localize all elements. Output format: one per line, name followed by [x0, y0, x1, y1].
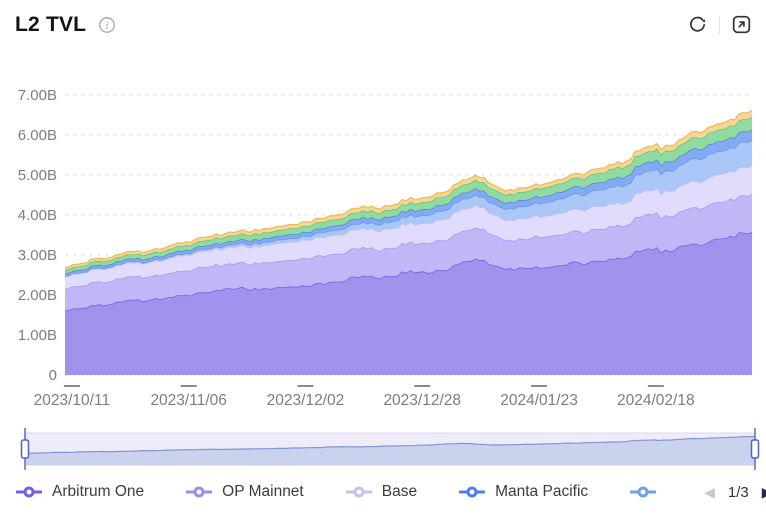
- legend-item-series-5[interactable]: [630, 486, 657, 498]
- legend-item-arbitrum-one[interactable]: Arbitrum One: [16, 483, 144, 501]
- time-range-slider[interactable]: [0, 425, 766, 475]
- area-series-6[interactable]: [65, 116, 752, 274]
- legend-pager: ◀ 1/3 ▶: [698, 483, 766, 502]
- legend-item-op-mainnet[interactable]: OP Mainnet: [186, 483, 304, 501]
- x-axis: 2023/10/11 2023/11/06 2023/12/02 2023/12/28…: [34, 385, 695, 409]
- slider-handle-right[interactable]: [750, 428, 760, 470]
- legend-label: Arbitrum One: [52, 483, 145, 500]
- widget-header: L2 TVL i: [15, 12, 754, 37]
- svg-text:5.00B: 5.00B: [18, 167, 57, 184]
- svg-text:i: i: [106, 21, 109, 32]
- legend-page-indicator: 1/3: [727, 483, 749, 501]
- legend-next-button[interactable]: ▶: [756, 483, 766, 502]
- slider-track[interactable]: [24, 432, 756, 466]
- slider-handle-left[interactable]: [20, 428, 30, 470]
- info-icon[interactable]: i: [95, 13, 119, 37]
- legend-marker-arbitrum-one: [16, 486, 42, 498]
- legend-marker-op-mainnet: [186, 486, 213, 498]
- expand-icon: [732, 15, 751, 34]
- svg-text:6.00B: 6.00B: [18, 127, 57, 144]
- svg-text:2023/12/28: 2023/12/28: [383, 392, 461, 409]
- line-base: [64, 165, 753, 278]
- svg-text:2023/12/02: 2023/12/02: [267, 392, 345, 409]
- refresh-icon: [690, 16, 706, 32]
- legend-prev-button[interactable]: ◀: [698, 483, 721, 502]
- svg-text:2023/11/06: 2023/11/06: [150, 392, 226, 409]
- legend-label: OP Mainnet: [222, 483, 304, 500]
- area-arbitrum-one[interactable]: [65, 232, 752, 375]
- legend-label: Manta Pacific: [495, 483, 589, 500]
- page-title: L2 TVL: [15, 12, 87, 36]
- line-series-7: [64, 109, 753, 269]
- svg-text:1.00B: 1.00B: [18, 327, 57, 344]
- stacked-areas: [64, 109, 753, 375]
- chart-legend: Arbitrum One OP Mainnet Base Manta Pacific …: [16, 479, 766, 505]
- refresh-button[interactable]: [685, 12, 710, 37]
- area-series-7[interactable]: [65, 110, 752, 271]
- svg-text:2024/01/23: 2024/01/23: [500, 392, 578, 409]
- legend-marker-base: [345, 486, 372, 498]
- legend-marker-series-5: [630, 486, 657, 498]
- svg-text:3.00B: 3.00B: [18, 247, 57, 264]
- legend-marker-manta-pacific: [459, 486, 486, 498]
- svg-text:2023/10/11: 2023/10/11: [34, 392, 110, 409]
- svg-text:7.00B: 7.00B: [18, 87, 57, 104]
- header-divider: [719, 15, 720, 34]
- svg-text:0: 0: [49, 367, 57, 384]
- svg-text:2.00B: 2.00B: [18, 287, 57, 304]
- slider-preview-line: [24, 435, 756, 454]
- area-op-mainnet[interactable]: [65, 194, 752, 311]
- area-series-5[interactable]: [65, 129, 752, 277]
- legend-item-manta-pacific[interactable]: Manta Pacific: [459, 483, 588, 501]
- header-actions: [685, 12, 754, 37]
- legend-label: Base: [381, 483, 418, 500]
- svg-text:4.00B: 4.00B: [18, 207, 57, 224]
- expand-button[interactable]: [729, 12, 754, 37]
- legend-items: Arbitrum One OP Mainnet Base Manta Pacific: [16, 483, 657, 501]
- svg-text:2024/02/18: 2024/02/18: [617, 392, 695, 409]
- tvl-stacked-area-chart[interactable]: 7.00B6.00B5.00B4.00B3.00B2.00B1.00B02023…: [0, 75, 766, 420]
- legend-item-base[interactable]: Base: [345, 483, 418, 501]
- area-base[interactable]: [65, 165, 752, 290]
